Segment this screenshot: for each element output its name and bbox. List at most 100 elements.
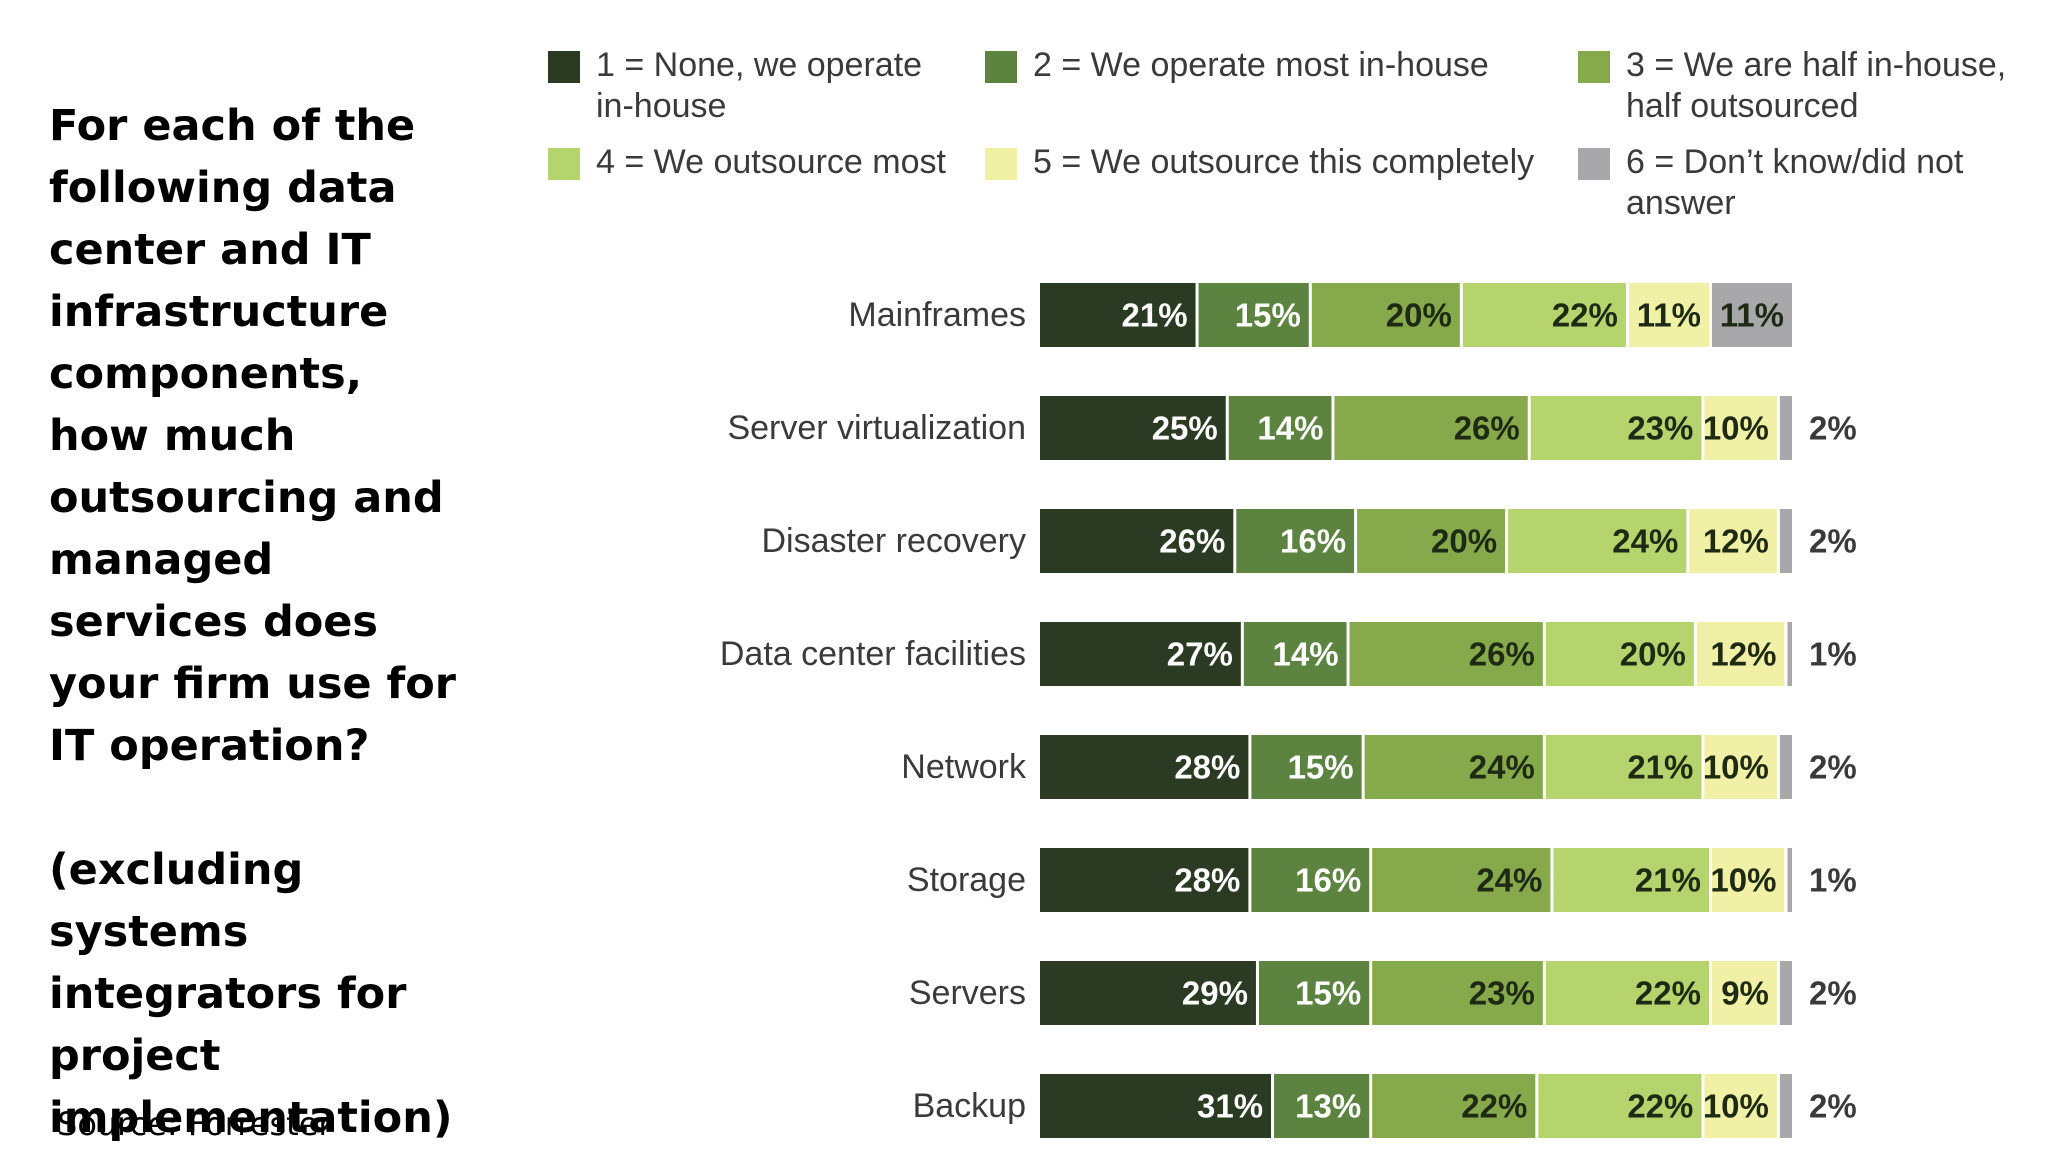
bar-segment <box>1545 961 1709 1025</box>
bar-value-label: 1% <box>1809 636 1857 673</box>
bar-value-label: 24% <box>1612 523 1678 560</box>
legend-item-5: 5 = We outsource this completely <box>985 142 1565 183</box>
bar-value-label: 28% <box>1174 862 1240 899</box>
category-label: Backup <box>913 1087 1026 1125</box>
bar-segment <box>1779 396 1792 460</box>
category-label: Server virtualization <box>727 409 1026 447</box>
category-label: Data center facilities <box>720 635 1026 673</box>
bar-segment <box>1779 509 1792 573</box>
question-note: (excluding systems integrators for proje… <box>49 845 453 1143</box>
bar-value-label: 2% <box>1809 749 1857 786</box>
bar-segment <box>1779 961 1792 1025</box>
category-label: Storage <box>907 861 1026 899</box>
legend-swatch-3 <box>1578 51 1610 83</box>
bar-segment <box>1251 735 1362 799</box>
bar-segment <box>1553 848 1709 912</box>
bar-value-label: 2% <box>1809 1088 1857 1125</box>
bar-segment <box>1704 396 1777 460</box>
bar-value-label: 27% <box>1167 636 1233 673</box>
bar-segment <box>1372 1074 1536 1138</box>
bar-segment <box>1787 848 1792 912</box>
question-text: For each of the following data center an… <box>49 95 469 1149</box>
bar-value-label: 2% <box>1809 523 1857 560</box>
bar-segment <box>1243 622 1347 686</box>
source-note: Source: Forrester <box>57 1105 332 1143</box>
bar-value-label: 11% <box>1720 297 1784 334</box>
bar-segment <box>1364 735 1543 799</box>
bar-segment <box>1357 509 1506 573</box>
legend-item-4: 4 = We outsource most <box>548 142 968 183</box>
bar-segment <box>1251 848 1370 912</box>
bar-value-label: 2% <box>1809 975 1857 1012</box>
bar-segment <box>1311 283 1460 347</box>
bar-segment <box>1372 848 1551 912</box>
bar-segment <box>1711 848 1785 912</box>
chart-legend: 1 = None, we operate in-house 2 = We ope… <box>548 45 2018 235</box>
bar-segment <box>1198 283 1309 347</box>
bar-value-label: 20% <box>1620 636 1686 673</box>
bar-value-label: 24% <box>1469 749 1535 786</box>
legend-swatch-4 <box>548 148 580 180</box>
bar-segment <box>1040 509 1234 573</box>
bar-value-label: 9% <box>1721 975 1769 1012</box>
bar-segment <box>1704 1074 1777 1138</box>
bar-segment <box>1258 961 1370 1025</box>
category-label: Mainframes <box>848 296 1026 334</box>
bar-value-label: 2% <box>1809 410 1857 447</box>
bar-value-label: 10% <box>1703 749 1769 786</box>
bar-segment <box>1040 1074 1272 1138</box>
bar-value-label: 12% <box>1703 523 1769 560</box>
bar-value-label: 21% <box>1627 749 1693 786</box>
bar-value-label: 15% <box>1235 297 1301 334</box>
bar-segment <box>1787 622 1792 686</box>
bar-value-label: 1% <box>1809 862 1857 899</box>
bar-value-label: 22% <box>1635 975 1701 1012</box>
bar-segment <box>1349 622 1543 686</box>
bar-value-label: 26% <box>1159 523 1225 560</box>
legend-label-4: 4 = We outsource most <box>596 143 946 181</box>
bar-value-label: 13% <box>1295 1088 1361 1125</box>
bar-value-label: 21% <box>1121 297 1187 334</box>
bar-value-label: 15% <box>1295 975 1361 1012</box>
bar-value-label: 20% <box>1386 297 1452 334</box>
bar-value-label: 22% <box>1552 297 1618 334</box>
bar-segment <box>1372 961 1543 1025</box>
question-main: For each of the following data center an… <box>49 101 457 771</box>
bar-segment <box>1628 283 1709 347</box>
bar-value-label: 29% <box>1182 975 1248 1012</box>
bar-segment <box>1689 509 1777 573</box>
bar-segment <box>1462 283 1626 347</box>
bar-value-label: 16% <box>1295 862 1361 899</box>
bar-segment <box>1228 396 1332 460</box>
bar-segment <box>1711 961 1777 1025</box>
bar-segment <box>1274 1074 1370 1138</box>
legend-label-1: 1 = None, we operate in-house <box>596 46 923 125</box>
bar-value-label: 14% <box>1257 410 1323 447</box>
bar-value-label: 28% <box>1174 749 1240 786</box>
legend-swatch-1 <box>548 51 580 83</box>
legend-label-5: 5 = We outsource this completely <box>1033 143 1535 181</box>
bar-value-label: 25% <box>1152 410 1218 447</box>
bar-value-label: 22% <box>1627 1088 1693 1125</box>
legend-item-1: 1 = None, we operate in-house <box>548 45 968 127</box>
bar-segment <box>1508 509 1687 573</box>
legend-item-3: 3 = We are half in-house, half outsource… <box>1578 45 2018 127</box>
bar-value-label: 24% <box>1476 862 1542 899</box>
bar-value-label: 20% <box>1431 523 1497 560</box>
bar-segment <box>1545 622 1694 686</box>
category-label: Servers <box>909 974 1026 1012</box>
bar-value-label: 23% <box>1469 975 1535 1012</box>
legend-label-6: 6 = Don’t know/did not answer <box>1626 143 1964 222</box>
legend-label-3: 3 = We are half in-house, half outsource… <box>1626 46 2007 125</box>
bar-value-label: 15% <box>1288 749 1354 786</box>
legend-item-6: 6 = Don’t know/did not answer <box>1578 142 1998 224</box>
bar-value-label: 16% <box>1280 523 1346 560</box>
bar-segment <box>1530 396 1702 460</box>
legend-label-2: 2 = We operate most in-house <box>1033 46 1489 84</box>
bar-value-label: 31% <box>1197 1088 1263 1125</box>
bar-value-label: 26% <box>1469 636 1535 673</box>
category-label: Network <box>901 748 1027 786</box>
bar-segment <box>1779 735 1792 799</box>
bar-value-label: 11% <box>1637 297 1701 334</box>
